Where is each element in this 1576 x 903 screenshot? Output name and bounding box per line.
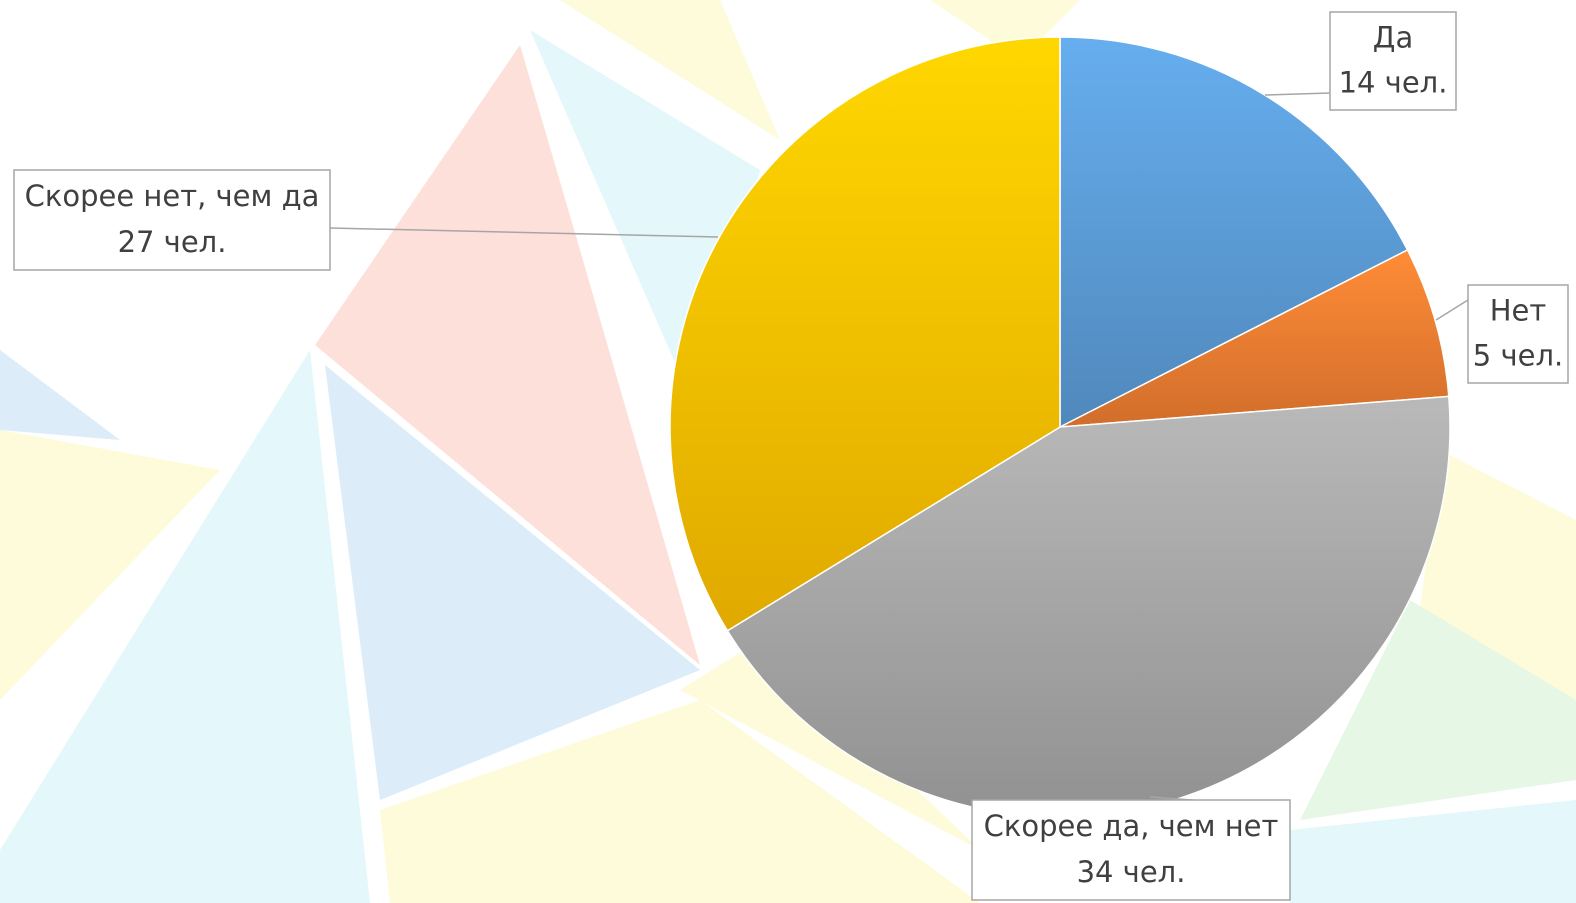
bg-shape <box>1290 800 1576 903</box>
label-box <box>1467 284 1569 384</box>
value-label: 34 чел. <box>1077 855 1186 889</box>
pie-slice <box>1059 248 1450 428</box>
bg-shape <box>0 350 120 440</box>
bg-shape <box>1300 600 1576 820</box>
bg-shape <box>930 0 1080 60</box>
value-label: 5 чел. <box>1473 339 1563 373</box>
category-label: Да <box>1373 20 1413 54</box>
value-label: 27 чел. <box>118 225 227 259</box>
label-box <box>971 799 1291 901</box>
value-label: 14 чел. <box>1339 66 1448 100</box>
leader-line <box>1435 299 1469 321</box>
category-label: Скорее нет, чем да <box>25 179 320 213</box>
bg-shape <box>560 0 780 140</box>
bg-shape <box>325 365 700 800</box>
bg-shape <box>315 45 700 665</box>
bg-shape <box>0 350 370 903</box>
bg-shape <box>380 700 980 903</box>
label-box <box>13 169 331 271</box>
bg-shape <box>680 640 980 850</box>
category-label: Скорее да, чем нет <box>984 809 1279 843</box>
leader-line <box>1264 92 1331 96</box>
label-box <box>1329 11 1457 111</box>
leader-line <box>329 227 719 238</box>
bg-shape <box>1420 450 1576 700</box>
pie-slice <box>1059 36 1409 429</box>
bg-shape <box>0 430 220 700</box>
pie-slice <box>669 36 1061 632</box>
category-label: Нет <box>1490 293 1547 327</box>
pie-slice <box>726 395 1451 818</box>
